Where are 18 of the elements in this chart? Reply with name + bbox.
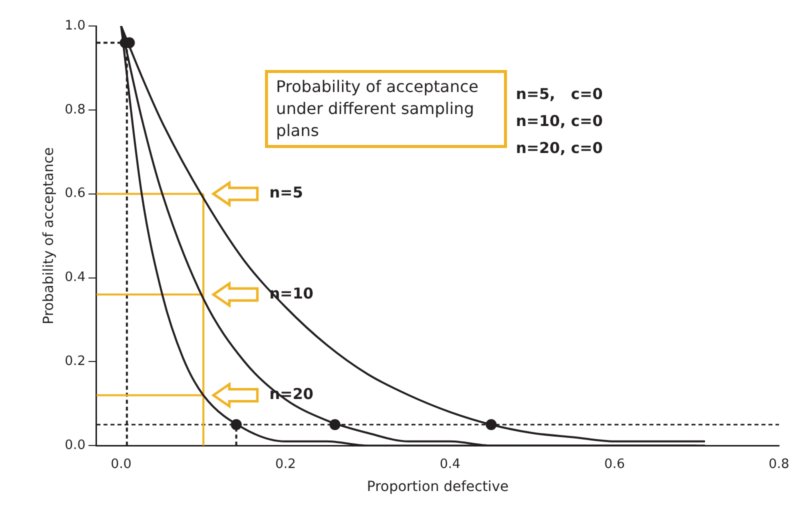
annotation: n=20, c=0	[516, 138, 603, 159]
annotation: n=5	[269, 184, 304, 202]
x-axis-title: Proportion defective	[366, 479, 509, 496]
x-tick-label: 0.2	[275, 456, 296, 472]
y-tick-label: 0.8	[64, 102, 86, 118]
annotation: n=5, c=0	[516, 84, 603, 105]
y-tick-label: 0.2	[64, 354, 86, 370]
y-tick-label: 0.4	[64, 270, 86, 286]
x-tick-label: 0.4	[440, 456, 460, 472]
x-tick-label: 0.8	[768, 456, 790, 472]
annotation: n=10, c=0	[516, 110, 603, 132]
y-tick-label: 1.0	[64, 18, 86, 34]
y-axis-title: Probability of acceptance	[41, 147, 58, 324]
text: Probability of acceptance under different sampling plans	[265, 70, 508, 148]
y-tick-label: 0.0	[64, 438, 86, 453]
x-tick-label: 0.6	[604, 456, 625, 472]
y-tick-label: 0.6	[64, 186, 86, 202]
x-tick-label: 0.0	[110, 456, 132, 472]
